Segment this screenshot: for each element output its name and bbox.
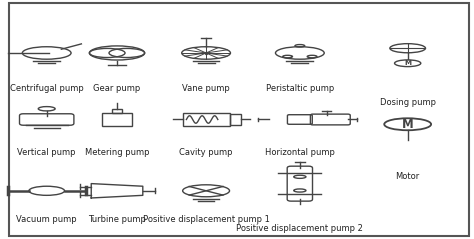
Text: Positive displacement pump 1: Positive displacement pump 1 [143,215,270,224]
Text: Metering pump: Metering pump [85,148,149,157]
Bar [102,113,132,126]
Text: Motor: Motor [395,172,420,181]
Text: Centrifugal pump: Centrifugal pump [10,84,83,93]
Text: Vertical pump: Vertical pump [18,148,76,157]
Text: M: M [402,118,413,131]
Text: Horizontal pump: Horizontal pump [265,148,335,157]
Ellipse shape [384,118,431,130]
Text: Vacuum pump: Vacuum pump [17,215,77,224]
Text: Dosing pump: Dosing pump [380,98,436,107]
Text: M: M [404,60,411,66]
Bar [112,109,122,113]
Text: Positive displacement pump 2: Positive displacement pump 2 [237,224,363,233]
Ellipse shape [394,60,421,67]
Text: Peristaltic pump: Peristaltic pump [266,84,334,93]
Text: Vane pump: Vane pump [182,84,230,93]
Text: Gear pump: Gear pump [93,84,141,93]
Text: Cavity pump: Cavity pump [179,148,233,157]
FancyBboxPatch shape [9,3,469,236]
Bar [230,114,241,125]
Bar [182,113,229,126]
Ellipse shape [29,186,64,195]
Text: Turbine pump: Turbine pump [88,215,146,224]
